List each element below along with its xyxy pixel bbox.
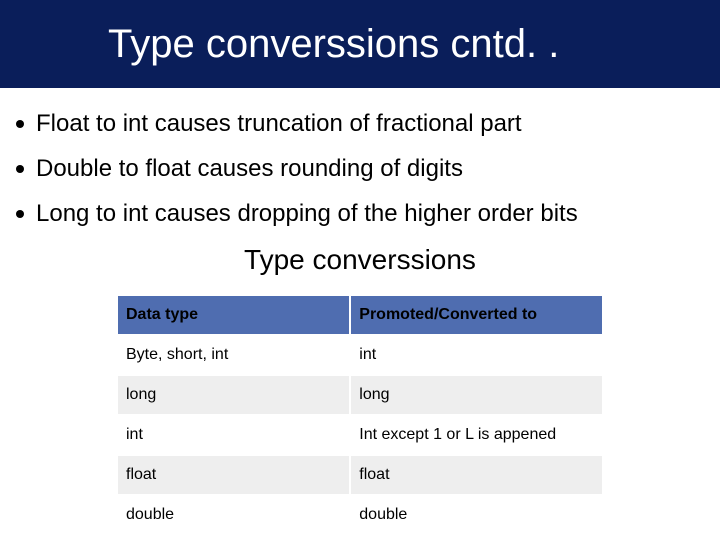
table-cell: Int except 1 or L is appened bbox=[350, 415, 603, 455]
table-header-cell: Data type bbox=[117, 295, 350, 335]
bullet-text: Double to float causes rounding of digit… bbox=[36, 153, 463, 184]
table-title: Type converssions bbox=[16, 244, 704, 276]
table-cell: long bbox=[117, 375, 350, 415]
bullet-text: Float to int causes truncation of fracti… bbox=[36, 108, 522, 139]
list-item: Long to int causes dropping of the highe… bbox=[16, 198, 704, 229]
table-cell: float bbox=[117, 455, 350, 495]
table-cell: long bbox=[350, 375, 603, 415]
table-cell: int bbox=[350, 335, 603, 375]
bullet-icon bbox=[16, 165, 24, 173]
list-item: Float to int causes truncation of fracti… bbox=[16, 108, 704, 139]
bullet-text: Long to int causes dropping of the highe… bbox=[36, 198, 578, 229]
table-cell: int bbox=[117, 415, 350, 455]
table-cell: double bbox=[117, 495, 350, 535]
table-cell: Byte, short, int bbox=[117, 335, 350, 375]
table-row: double double bbox=[117, 495, 603, 535]
table-header-row: Data type Promoted/Converted to bbox=[117, 295, 603, 335]
table-header-cell: Promoted/Converted to bbox=[350, 295, 603, 335]
conversion-table: Data type Promoted/Converted to Byte, sh… bbox=[116, 294, 604, 536]
table-cell: double bbox=[350, 495, 603, 535]
table-row: long long bbox=[117, 375, 603, 415]
table-row: Byte, short, int int bbox=[117, 335, 603, 375]
table-row: float float bbox=[117, 455, 603, 495]
slide-title: Type converssions cntd. . bbox=[108, 22, 559, 67]
title-bar: Type converssions cntd. . bbox=[0, 0, 720, 88]
bullet-icon bbox=[16, 210, 24, 218]
slide-content: Float to int causes truncation of fracti… bbox=[0, 88, 720, 536]
table-cell: float bbox=[350, 455, 603, 495]
list-item: Double to float causes rounding of digit… bbox=[16, 153, 704, 184]
table-container: Data type Promoted/Converted to Byte, sh… bbox=[16, 294, 704, 536]
bullet-icon bbox=[16, 120, 24, 128]
bullet-list: Float to int causes truncation of fracti… bbox=[16, 108, 704, 230]
table-row: int Int except 1 or L is appened bbox=[117, 415, 603, 455]
